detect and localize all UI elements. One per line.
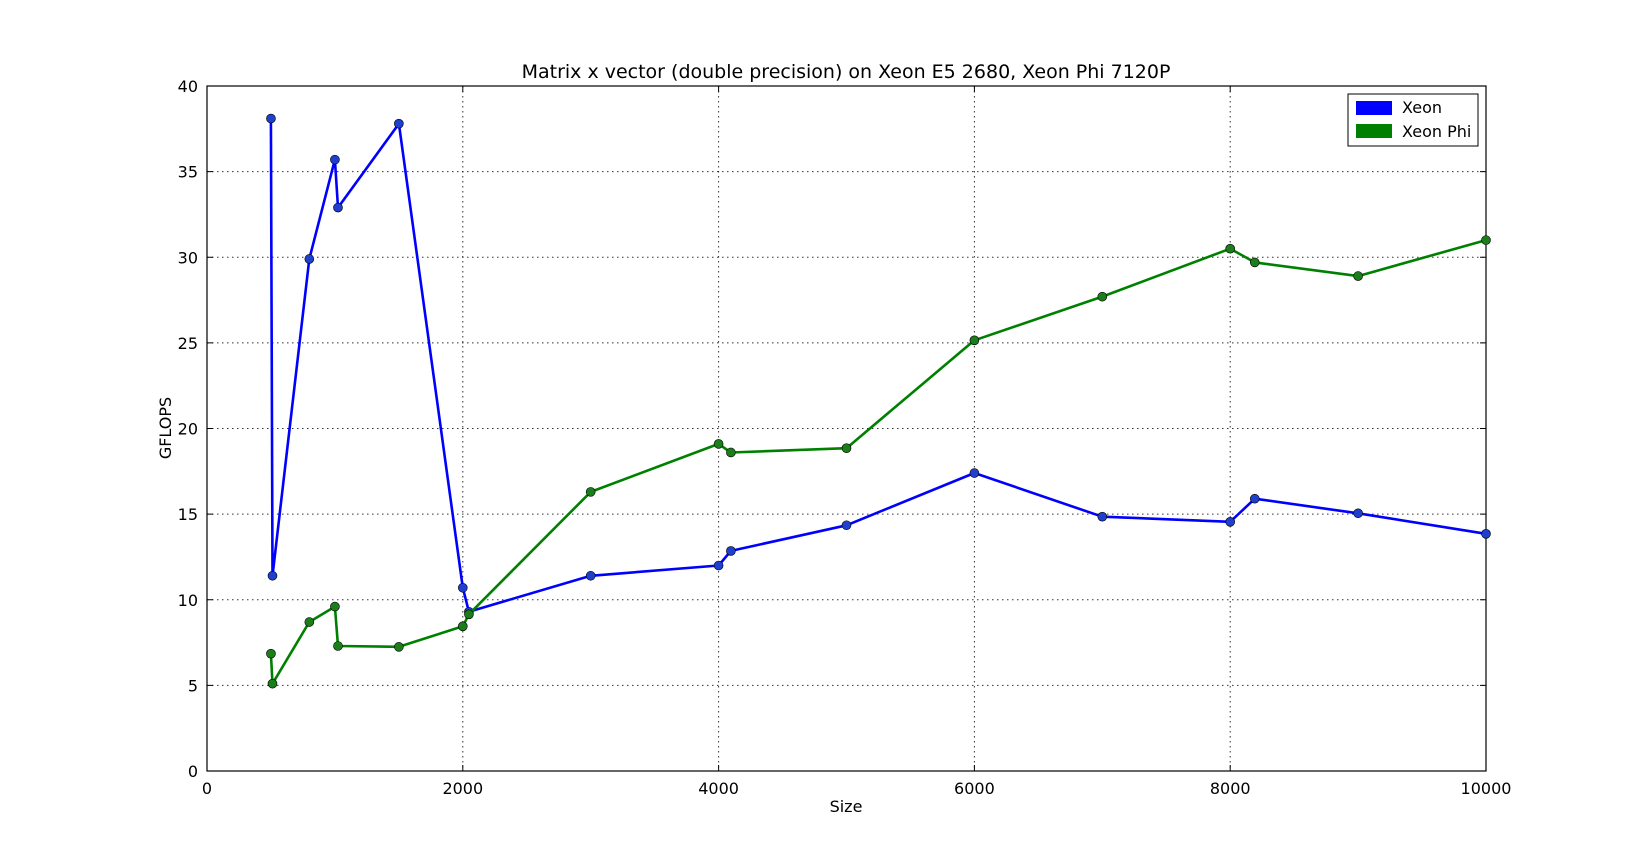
data-point-xeon bbox=[969, 468, 980, 478]
series-xeon bbox=[266, 113, 1491, 617]
x-tick-label: 0 bbox=[202, 779, 212, 798]
data-point-xeon-phi bbox=[1353, 271, 1363, 281]
y-tick-label: 35 bbox=[178, 163, 198, 182]
y-tick-label: 0 bbox=[188, 762, 198, 781]
data-point-xeon-phi bbox=[1097, 291, 1108, 302]
x-tick-label: 6000 bbox=[954, 779, 995, 798]
y-tick-label: 15 bbox=[178, 505, 198, 524]
x-tick-label: 8000 bbox=[1210, 779, 1251, 798]
data-point-xeon bbox=[1249, 493, 1260, 504]
legend-swatch-xeon bbox=[1356, 101, 1392, 115]
chart-title: Matrix x vector (double precision) on Xe… bbox=[522, 61, 1171, 83]
series-line-xeon-phi bbox=[269, 238, 1487, 686]
y-tick-label: 10 bbox=[178, 591, 198, 610]
data-point-xeon bbox=[585, 570, 596, 581]
y-tick-label: 40 bbox=[178, 77, 198, 96]
y-axis-label: GFLOPS bbox=[156, 397, 175, 459]
legend-label-xeon: Xeon bbox=[1402, 98, 1442, 117]
data-point-xeon-phi bbox=[330, 601, 340, 612]
data-point-xeon-phi bbox=[333, 641, 343, 651]
axis-ticks: 0 2000 4000 6000 8000 10000 0 5 10 15 20 25 30 35 40 bbox=[178, 77, 1512, 798]
data-point-xeon-phi bbox=[1225, 243, 1235, 254]
y-tick-label: 5 bbox=[188, 676, 198, 695]
series-layer bbox=[266, 113, 1491, 689]
data-point-xeon-phi bbox=[1481, 235, 1491, 245]
data-point-xeon-phi bbox=[585, 487, 596, 497]
data-point-xeon-phi bbox=[394, 642, 404, 652]
series-line-xeon bbox=[269, 118, 1487, 614]
data-point-xeon bbox=[333, 202, 343, 213]
plot-frame bbox=[206, 85, 1487, 772]
data-point-xeon bbox=[1353, 508, 1363, 519]
data-point-xeon-phi bbox=[969, 335, 980, 346]
data-point-xeon-phi bbox=[304, 617, 315, 627]
data-point-xeon-phi bbox=[1249, 257, 1260, 268]
data-point-xeon-phi bbox=[713, 439, 724, 449]
x-tick-label: 4000 bbox=[698, 779, 739, 798]
data-point-xeon bbox=[1481, 529, 1491, 539]
data-point-xeon-phi bbox=[457, 621, 468, 632]
data-point-xeon-phi bbox=[464, 609, 474, 620]
data-point-xeon bbox=[304, 254, 315, 264]
data-point-xeon bbox=[457, 582, 468, 593]
data-point-xeon bbox=[1225, 517, 1235, 527]
data-point-xeon-phi bbox=[726, 447, 736, 458]
x-tick-label: 10000 bbox=[1461, 779, 1512, 798]
y-tick-label: 20 bbox=[178, 420, 198, 439]
legend-label-xeon-phi: Xeon Phi bbox=[1402, 122, 1471, 141]
x-tick-label: 2000 bbox=[442, 779, 483, 798]
data-point-xeon bbox=[713, 560, 724, 571]
series-xeon-phi bbox=[266, 235, 1491, 689]
data-point-xeon-phi bbox=[841, 443, 852, 453]
legend-swatch-xeon-phi bbox=[1356, 124, 1392, 138]
data-point-xeon bbox=[266, 113, 276, 124]
data-point-xeon-phi bbox=[266, 648, 276, 659]
x-axis-label: Size bbox=[830, 797, 863, 816]
y-tick-label: 30 bbox=[178, 248, 198, 267]
data-point-xeon bbox=[726, 546, 736, 556]
data-point-xeon bbox=[1097, 511, 1108, 522]
data-point-xeon bbox=[394, 118, 404, 129]
data-point-xeon-phi bbox=[267, 678, 278, 689]
data-point-xeon bbox=[841, 520, 852, 531]
y-tick-label: 25 bbox=[178, 334, 198, 353]
legend: Xeon Xeon Phi bbox=[1347, 93, 1479, 147]
data-point-xeon bbox=[267, 570, 278, 581]
data-point-xeon bbox=[330, 154, 340, 165]
grid bbox=[206, 85, 1487, 772]
